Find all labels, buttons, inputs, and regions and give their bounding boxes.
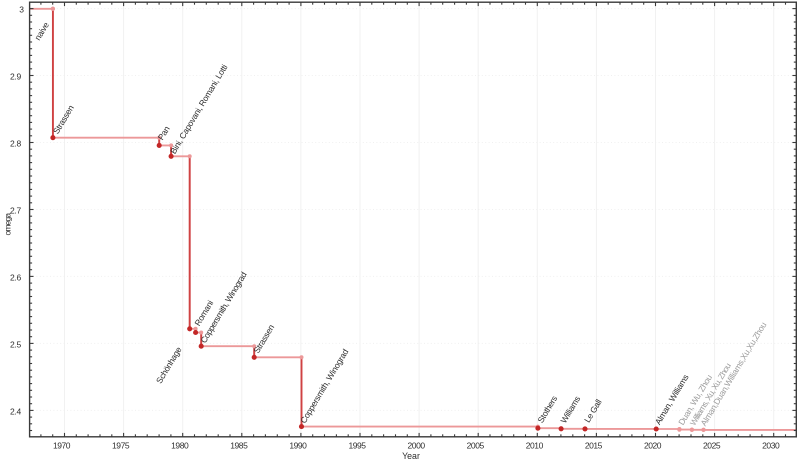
svg-text:2000: 2000 [408, 441, 426, 451]
svg-text:1990: 1990 [289, 441, 307, 451]
svg-text:1985: 1985 [230, 441, 248, 451]
svg-text:2.4: 2.4 [10, 407, 21, 417]
svg-text:1995: 1995 [348, 441, 366, 451]
svg-text:2015: 2015 [585, 441, 603, 451]
svg-text:2.7: 2.7 [10, 206, 21, 216]
svg-text:2005: 2005 [467, 441, 485, 451]
svg-text:1970: 1970 [53, 441, 71, 451]
svg-text:2.6: 2.6 [10, 273, 21, 283]
svg-text:2.5: 2.5 [10, 340, 21, 350]
svg-text:2020: 2020 [644, 441, 662, 451]
svg-text:1975: 1975 [112, 441, 130, 451]
svg-text:2.8: 2.8 [10, 139, 21, 149]
svg-text:1980: 1980 [171, 441, 189, 451]
svg-text:3: 3 [19, 5, 24, 15]
svg-text:2010: 2010 [526, 441, 544, 451]
svg-text:2025: 2025 [703, 441, 721, 451]
svg-text:2.9: 2.9 [10, 72, 21, 82]
svg-text:omega: omega [2, 213, 12, 236]
svg-text:2030: 2030 [762, 441, 780, 451]
svg-text:Year: Year [402, 451, 420, 460]
